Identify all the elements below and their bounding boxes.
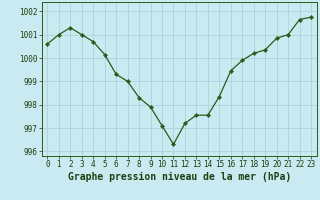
X-axis label: Graphe pression niveau de la mer (hPa): Graphe pression niveau de la mer (hPa) [68, 172, 291, 182]
